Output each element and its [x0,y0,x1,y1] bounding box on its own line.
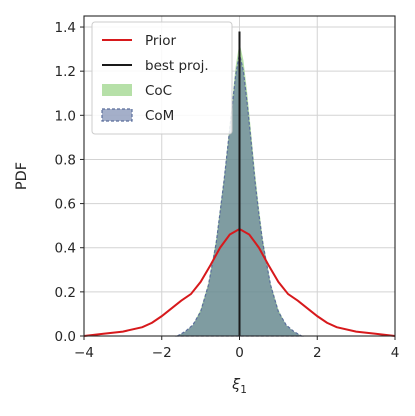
legend: Prior best proj. CoC CoM [91,21,233,135]
legend-swatch-coc [102,84,132,96]
y-tick-label-6: 1.2 [55,64,76,80]
series-lines [83,31,396,337]
y-tick-label-0: 0.0 [55,329,76,345]
x-tick-label-4: 4 [391,345,400,361]
legend-label-prior: Prior [145,33,176,49]
legend-label-coc: CoC [145,83,172,99]
y-ticks: 0.0 0.2 0.4 0.6 0.8 1.0 1.2 1.4 [55,20,84,345]
y-tick-label-4: 0.8 [55,152,76,168]
y-tick-label-1: 0.2 [55,285,76,301]
x-axis-label: ξ1 [231,377,247,396]
legend-swatch-com [101,108,133,122]
legend-label-com: CoM [145,108,174,124]
y-tick-label-7: 1.4 [55,20,76,36]
x-tick-label-0: −4 [74,345,94,361]
y-tick-label-3: 0.6 [55,197,76,213]
y-tick-label-5: 1.0 [55,108,76,124]
legend-label-best-proj: best proj. [145,58,209,74]
x-tick-label-1: −2 [152,345,172,361]
x-ticks: −4 −2 0 2 4 [74,336,399,361]
x-tick-label-3: 2 [313,345,322,361]
y-axis-label: PDF [14,162,30,190]
x-tick-label-2: 0 [235,345,244,361]
legend-box [91,21,233,135]
y-tick-label-2: 0.4 [55,241,76,257]
